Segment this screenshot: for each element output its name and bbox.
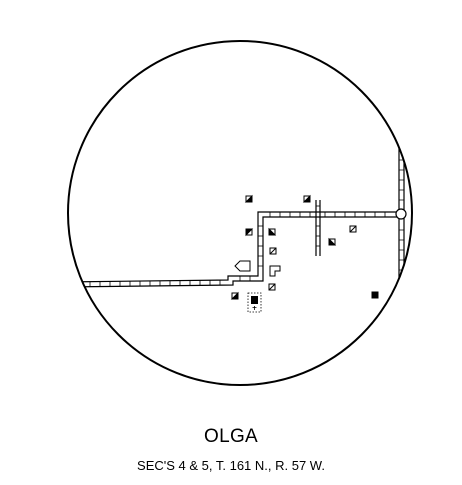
church <box>247 292 262 313</box>
building <box>245 228 254 237</box>
building <box>244 194 253 203</box>
map-title: OLGA <box>204 426 258 447</box>
building <box>434 210 440 216</box>
building <box>268 283 276 291</box>
building <box>230 291 239 300</box>
map-frame <box>67 40 413 386</box>
plat-map <box>67 40 440 386</box>
building <box>302 194 311 203</box>
building <box>269 247 277 255</box>
building <box>268 227 277 236</box>
north-spur <box>315 200 321 256</box>
building <box>328 237 337 246</box>
building-solid <box>371 291 379 299</box>
l-building <box>269 265 281 277</box>
map-location: SEC'S 4 & 5, T. 161 N., R. 57 W. <box>137 458 325 473</box>
crossroads-marker <box>395 208 407 220</box>
west-road <box>68 211 400 288</box>
house-shape <box>234 260 251 272</box>
building <box>364 340 373 349</box>
building <box>349 225 357 233</box>
